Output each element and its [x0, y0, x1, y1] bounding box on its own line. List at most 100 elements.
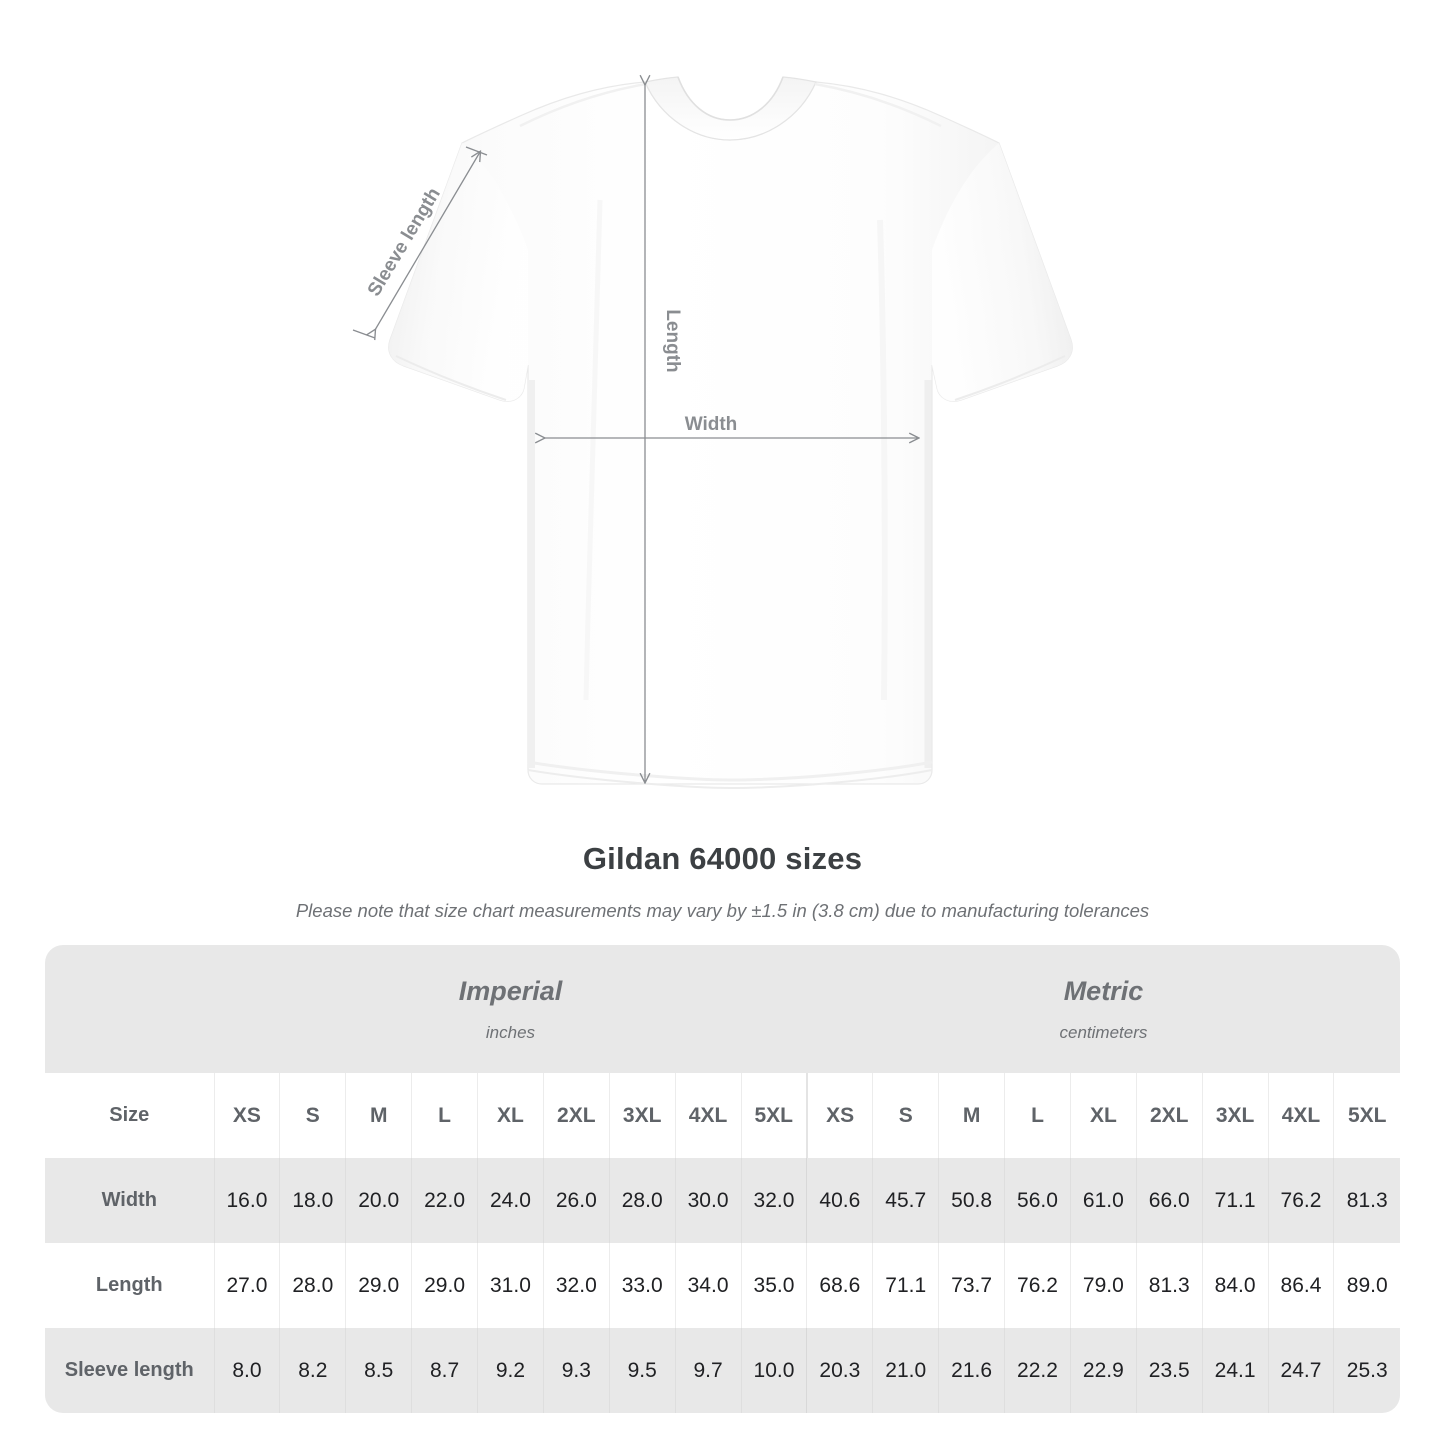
- cell-length-imperial-m: 29.0: [345, 1243, 412, 1328]
- right-shoulder-seam: [814, 82, 942, 128]
- left-sleeve-hem: [395, 355, 507, 401]
- cell-sleeve-length-metric-4xl: 24.7: [1267, 1328, 1334, 1413]
- cell-sleeve-length-metric-xs: 20.3: [806, 1328, 873, 1413]
- size-header-metric-4xl: 4XL: [1267, 1073, 1334, 1158]
- cell-sleeve-length-metric-m: 21.6: [938, 1328, 1005, 1413]
- size-header-imperial-5xl: 5XL: [740, 1073, 807, 1158]
- cell-length-metric-4xl: 86.4: [1267, 1243, 1334, 1328]
- cell-sleeve-length-metric-l: 22.2: [1004, 1328, 1071, 1413]
- cell-length-imperial-l: 29.0: [411, 1243, 478, 1328]
- cell-sleeve-length-metric-5xl: 25.3: [1333, 1328, 1400, 1413]
- size-header-imperial-2xl: 2XL: [542, 1073, 610, 1158]
- cell-length-metric-xl: 79.0: [1069, 1243, 1137, 1328]
- fabric-fold-left: [583, 199, 603, 701]
- cell-sleeve-length-imperial-m: 8.5: [345, 1328, 412, 1413]
- cell-sleeve-length-metric-xl: 22.9: [1069, 1328, 1137, 1413]
- cell-width-imperial-3xl: 28.0: [608, 1158, 676, 1243]
- unit-header-row: Imperial inches Metric centimeters: [45, 945, 1400, 1073]
- row-label-length: Length: [45, 1243, 214, 1328]
- cell-width-metric-4xl: 76.2: [1267, 1158, 1334, 1243]
- cell-width-metric-xl: 61.0: [1069, 1158, 1137, 1243]
- cell-length-imperial-xl: 31.0: [477, 1243, 544, 1328]
- size-header-metric-2xl: 2XL: [1135, 1073, 1203, 1158]
- size-table: Imperial inches Metric centimeters Size XS S M L…: [45, 945, 1400, 1413]
- cell-width-metric-5xl: 81.3: [1333, 1158, 1400, 1243]
- width-label: Width: [685, 414, 738, 435]
- cell-width-imperial-4xl: 30.0: [674, 1158, 741, 1243]
- cell-length-metric-3xl: 84.0: [1201, 1243, 1269, 1328]
- table-row: Width 16.0 18.0 20.0 22.0 24.0 26.0 28.0 30.0 32.…: [45, 1158, 1400, 1243]
- size-header-row: Size XS S M L XL 2XL 3XL 4XL 5XL XS S M L XL 2XL 3XL 4XL 5…: [45, 1073, 1400, 1158]
- size-header-metric-l: L: [1004, 1073, 1071, 1158]
- tshirt-right-sleeve: [932, 143, 1073, 402]
- unit-group-name: Metric: [1063, 975, 1144, 1006]
- cell-width-imperial-xl: 24.0: [477, 1158, 544, 1243]
- cell-sleeve-length-imperial-2xl: 9.3: [542, 1328, 610, 1413]
- cell-length-metric-xs: 68.6: [806, 1243, 873, 1328]
- cell-width-metric-2xl: 66.0: [1135, 1158, 1203, 1243]
- cell-length-imperial-3xl: 33.0: [608, 1243, 676, 1328]
- cell-sleeve-length-imperial-xs: 8.0: [213, 1328, 280, 1413]
- size-header-metric-m: M: [938, 1073, 1005, 1158]
- cell-width-imperial-xs: 16.0: [213, 1158, 280, 1243]
- cell-length-metric-2xl: 81.3: [1135, 1243, 1203, 1328]
- width-dimension: Width: [544, 414, 918, 438]
- cell-length-imperial-4xl: 34.0: [674, 1243, 741, 1328]
- unit-group-metric: Metric centimeters: [806, 945, 1400, 1073]
- cell-width-metric-s: 45.7: [872, 1158, 939, 1243]
- size-header-imperial-m: M: [345, 1073, 412, 1158]
- chart-heading-block: Gildan 64000 sizes Please note that size…: [0, 840, 1445, 923]
- cell-sleeve-length-imperial-s: 8.2: [279, 1328, 346, 1413]
- cell-sleeve-length-imperial-5xl: 10.0: [740, 1328, 807, 1413]
- size-table-container: Imperial inches Metric centimeters Size XS S M L…: [45, 945, 1400, 1413]
- cell-sleeve-length-metric-2xl: 23.5: [1135, 1328, 1203, 1413]
- size-header-imperial-4xl: 4XL: [674, 1073, 741, 1158]
- cell-width-metric-l: 56.0: [1004, 1158, 1071, 1243]
- cell-length-imperial-5xl: 35.0: [740, 1243, 807, 1328]
- cell-length-metric-m: 73.7: [938, 1243, 1005, 1328]
- cell-width-metric-3xl: 71.1: [1201, 1158, 1269, 1243]
- size-header-metric-3xl: 3XL: [1201, 1073, 1269, 1158]
- page-title: Gildan 64000 sizes: [582, 841, 863, 876]
- size-header-imperial-3xl: 3XL: [608, 1073, 676, 1158]
- cell-sleeve-length-metric-3xl: 24.1: [1201, 1328, 1269, 1413]
- fabric-fold-right: [877, 219, 888, 701]
- cell-length-metric-s: 71.1: [872, 1243, 939, 1328]
- cell-sleeve-length-imperial-4xl: 9.7: [674, 1328, 741, 1413]
- size-header-metric-xl: XL: [1069, 1073, 1137, 1158]
- cell-sleeve-length-imperial-l: 8.7: [411, 1328, 478, 1413]
- cell-width-metric-xs: 40.6: [806, 1158, 873, 1243]
- cell-width-imperial-s: 18.0: [279, 1158, 346, 1243]
- size-header-imperial-l: L: [411, 1073, 478, 1158]
- cell-width-imperial-2xl: 26.0: [542, 1158, 610, 1243]
- cell-width-metric-m: 50.8: [938, 1158, 1005, 1243]
- cell-sleeve-length-imperial-3xl: 9.5: [608, 1328, 676, 1413]
- table-row: Sleeve length 8.0 8.2 8.5 8.7 9.2 9.3 9.5 9.7 10.…: [45, 1328, 1400, 1413]
- unit-group-subtitle: centimeters: [1059, 1022, 1148, 1042]
- size-header-imperial-xl: XL: [477, 1073, 544, 1158]
- sleeve-length-arrow: [375, 152, 480, 330]
- size-header-metric-5xl: 5XL: [1333, 1073, 1400, 1158]
- row-label-sleeve-length: Sleeve length: [45, 1328, 214, 1413]
- cell-width-imperial-l: 22.0: [411, 1158, 478, 1243]
- tshirt-illustration: Sleeve length Length Width: [352, 0, 1073, 790]
- cell-width-imperial-5xl: 32.0: [740, 1158, 807, 1243]
- unit-group-subtitle: inches: [485, 1022, 536, 1042]
- table-row: Length 27.0 28.0 29.0 29.0 31.0 32.0 33.0 34.0 35…: [45, 1243, 1400, 1328]
- cell-length-imperial-xs: 27.0: [213, 1243, 280, 1328]
- size-header-metric-xs: XS: [805, 1073, 873, 1158]
- size-header-imperial-s: S: [279, 1073, 346, 1158]
- cell-width-imperial-m: 20.0: [345, 1158, 412, 1243]
- unit-group-imperial: Imperial inches: [214, 945, 807, 1073]
- unit-group-name: Imperial: [458, 975, 563, 1006]
- right-sleeve-hem: [954, 355, 1066, 401]
- bottom-hem: [527, 760, 933, 782]
- size-header-imperial-xs: XS: [213, 1073, 280, 1158]
- collar-inner-edge: [677, 76, 784, 121]
- tolerance-note: Please note that size chart measurements…: [295, 900, 1150, 921]
- unit-header-spacer: [45, 945, 214, 1073]
- left-shoulder-seam: [519, 82, 647, 128]
- cell-length-imperial-2xl: 32.0: [542, 1243, 610, 1328]
- cell-length-imperial-s: 28.0: [279, 1243, 346, 1328]
